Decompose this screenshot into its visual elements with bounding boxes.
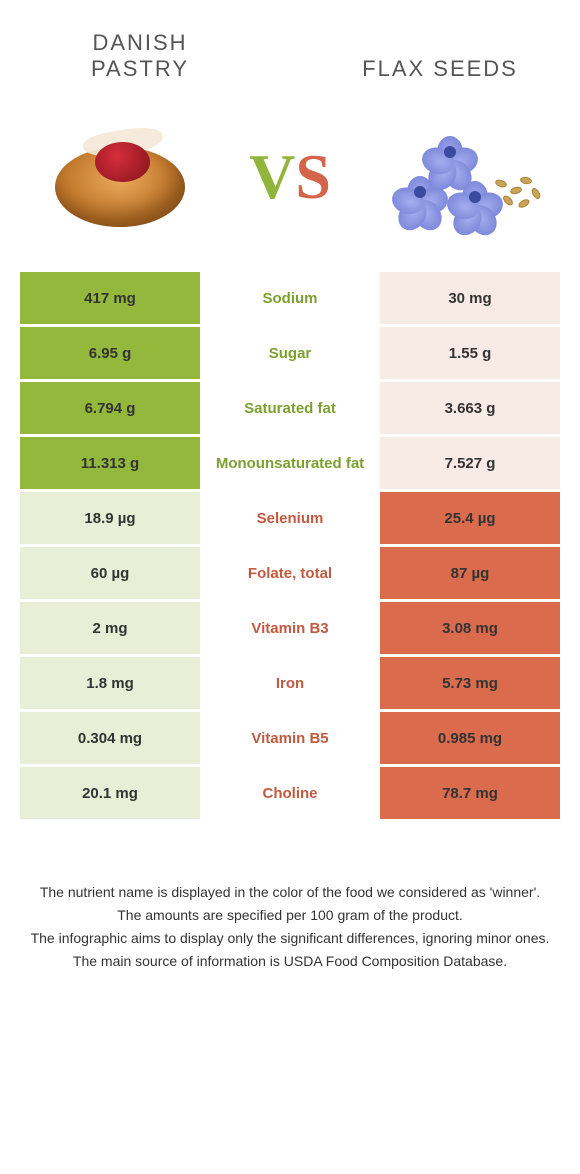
table-row: 60 µgFolate, total87 µg	[20, 547, 560, 599]
flax-seeds-image	[370, 112, 550, 242]
right-value-cell: 30 mg	[380, 272, 560, 324]
right-value-cell: 78.7 mg	[380, 767, 560, 819]
left-value-cell: 6.95 g	[20, 327, 200, 379]
left-value-cell: 20.1 mg	[20, 767, 200, 819]
nutrient-name-cell: Selenium	[200, 492, 380, 544]
table-row: 2 mgVitamin B33.08 mg	[20, 602, 560, 654]
nutrient-name-cell: Iron	[200, 657, 380, 709]
footer-line-4: The main source of information is USDA F…	[30, 951, 550, 972]
nutrient-name-cell: Vitamin B3	[200, 602, 380, 654]
left-value-cell: 6.794 g	[20, 382, 200, 434]
nutrient-name-cell: Monounsaturated fat	[200, 437, 380, 489]
nutrient-name-cell: Sodium	[200, 272, 380, 324]
header: DANISH PASTRY FLAX SEEDS	[0, 0, 580, 92]
right-value-cell: 3.663 g	[380, 382, 560, 434]
left-value-cell: 11.313 g	[20, 437, 200, 489]
vs-s: S	[295, 141, 331, 212]
left-value-cell: 2 mg	[20, 602, 200, 654]
table-row: 11.313 gMonounsaturated fat7.527 g	[20, 437, 560, 489]
right-value-cell: 0.985 mg	[380, 712, 560, 764]
vs-v: V	[249, 141, 295, 212]
table-row: 0.304 mgVitamin B50.985 mg	[20, 712, 560, 764]
left-value-cell: 417 mg	[20, 272, 200, 324]
nutrient-name-cell: Vitamin B5	[200, 712, 380, 764]
footer-line-3: The infographic aims to display only the…	[30, 928, 550, 949]
right-value-cell: 3.08 mg	[380, 602, 560, 654]
right-food-title: FLAX SEEDS	[340, 36, 540, 82]
vs-label: VS	[249, 140, 331, 214]
right-value-cell: 87 µg	[380, 547, 560, 599]
footer-line-2: The amounts are specified per 100 gram o…	[30, 905, 550, 926]
table-row: 18.9 µgSelenium25.4 µg	[20, 492, 560, 544]
nutrient-name-cell: Saturated fat	[200, 382, 380, 434]
danish-pastry-image	[30, 112, 210, 242]
table-row: 1.8 mgIron5.73 mg	[20, 657, 560, 709]
right-value-cell: 25.4 µg	[380, 492, 560, 544]
hero-row: VS	[0, 92, 580, 272]
comparison-table: 417 mgSodium30 mg6.95 gSugar1.55 g6.794 …	[0, 272, 580, 819]
nutrient-name-cell: Folate, total	[200, 547, 380, 599]
nutrient-name-cell: Choline	[200, 767, 380, 819]
right-value-cell: 5.73 mg	[380, 657, 560, 709]
right-value-cell: 7.527 g	[380, 437, 560, 489]
footer-line-1: The nutrient name is displayed in the co…	[30, 882, 550, 903]
table-row: 20.1 mgCholine78.7 mg	[20, 767, 560, 819]
table-row: 417 mgSodium30 mg	[20, 272, 560, 324]
footer-notes: The nutrient name is displayed in the co…	[0, 822, 580, 994]
right-value-cell: 1.55 g	[380, 327, 560, 379]
nutrient-name-cell: Sugar	[200, 327, 380, 379]
left-value-cell: 18.9 µg	[20, 492, 200, 544]
left-food-title: DANISH PASTRY	[40, 30, 240, 82]
table-row: 6.794 gSaturated fat3.663 g	[20, 382, 560, 434]
left-value-cell: 0.304 mg	[20, 712, 200, 764]
left-value-cell: 60 µg	[20, 547, 200, 599]
table-row: 6.95 gSugar1.55 g	[20, 327, 560, 379]
left-value-cell: 1.8 mg	[20, 657, 200, 709]
